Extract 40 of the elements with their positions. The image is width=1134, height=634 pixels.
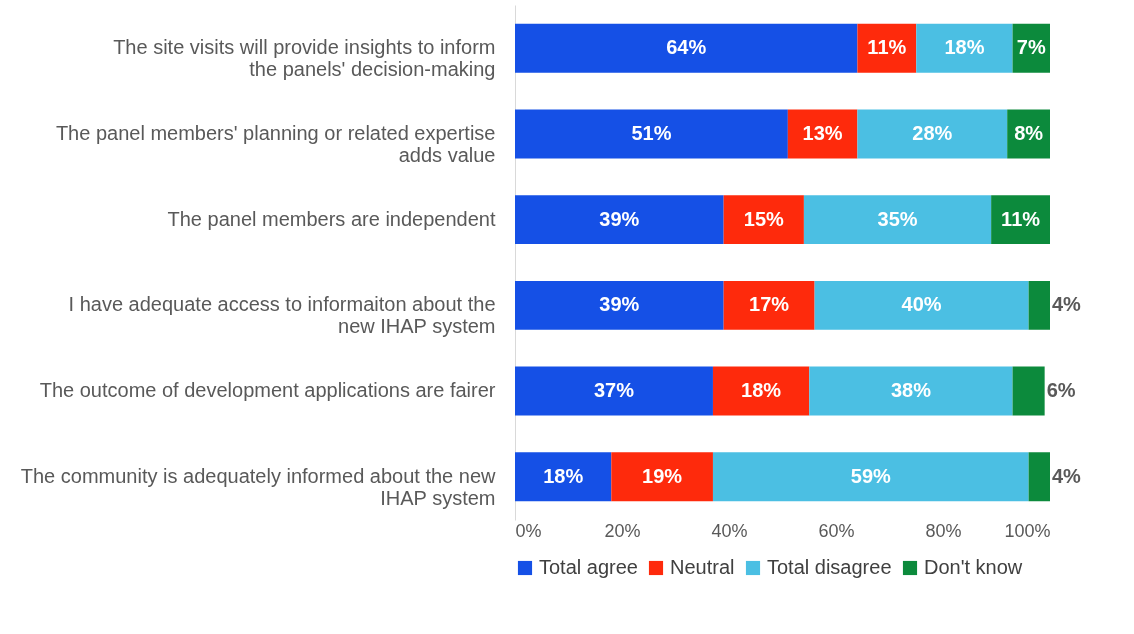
- x-tick-label: 40%: [711, 520, 748, 541]
- data-label: 37%: [593, 379, 635, 402]
- data-label: 6%: [1046, 379, 1076, 402]
- data-label: 39%: [599, 207, 640, 230]
- y-tick-label: I have adequate access to informaiton about the new IHAP system: [68, 293, 496, 338]
- data-label: 19%: [642, 464, 683, 487]
- x-tick-label: 80%: [925, 520, 962, 541]
- data-label: 11%: [1001, 207, 1041, 230]
- data-label: 40%: [901, 293, 942, 316]
- data-label: 18%: [944, 36, 985, 59]
- data-label: 59%: [850, 464, 892, 487]
- data-label: 51%: [631, 121, 672, 144]
- data-label: 18%: [741, 379, 782, 402]
- legend-label: Total agree: [539, 556, 638, 578]
- y-tick-label: The site visits will provide insights to inform the panels' decision-making: [113, 36, 496, 81]
- data-label: 8%: [1014, 121, 1044, 144]
- x-tick-label: 0%: [515, 520, 542, 541]
- data-label: 7%: [1016, 36, 1046, 59]
- legend-label: Neutral: [670, 556, 735, 578]
- data-label: 18%: [543, 464, 584, 487]
- data-label: 38%: [890, 379, 932, 402]
- data-label: 4%: [1052, 464, 1082, 487]
- data-label: 15%: [743, 207, 785, 230]
- data-label: 64%: [666, 36, 707, 59]
- data-label: 11%: [867, 36, 907, 59]
- x-tick-label: 20%: [604, 520, 641, 541]
- x-tick-label: 60%: [818, 520, 855, 541]
- y-tick-label: The community is adequately informed about the new IHAP system: [20, 464, 497, 509]
- data-label: 28%: [912, 121, 953, 144]
- data-label: 39%: [599, 293, 640, 316]
- legend-label: Total disagree: [767, 556, 892, 578]
- legend-label: Don't know: [924, 556, 1023, 578]
- y-tick-label: The panel members are independent: [167, 207, 496, 230]
- data-label: 35%: [877, 207, 918, 230]
- y-tick-label: The outcome of development applications are fairer: [39, 379, 496, 402]
- data-label: 17%: [749, 293, 790, 316]
- x-tick-label: 100%: [1004, 520, 1051, 541]
- data-label: 13%: [802, 121, 843, 144]
- y-tick-label: The panel members' planning or related expertise adds value: [55, 121, 496, 166]
- data-label: 4%: [1052, 293, 1082, 316]
